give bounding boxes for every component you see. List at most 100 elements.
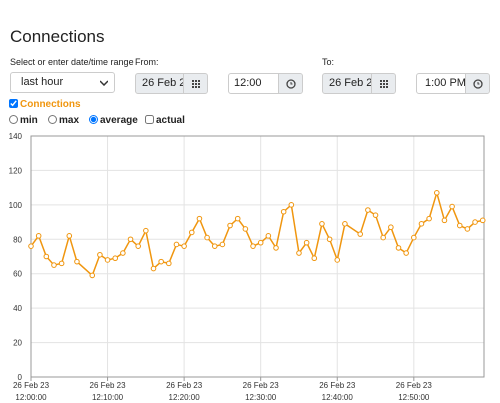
point bbox=[388, 224, 394, 231]
point bbox=[357, 231, 364, 237]
point bbox=[280, 208, 287, 215]
calendar-button[interactable] bbox=[183, 74, 207, 93]
clock-button[interactable] bbox=[465, 74, 489, 93]
point bbox=[112, 255, 119, 262]
point bbox=[365, 207, 371, 213]
point bbox=[188, 229, 195, 236]
series-toggle[interactable]: Connections bbox=[9, 99, 81, 110]
y-tick-label: 120 bbox=[9, 166, 23, 175]
from-time[interactable]: 12:00 PM bbox=[228, 73, 303, 94]
point bbox=[426, 215, 432, 222]
checkbox[interactable] bbox=[9, 99, 18, 108]
calendar-button[interactable] bbox=[371, 74, 395, 93]
x-tick-label: 26 Feb 23 12:10:00 bbox=[90, 381, 127, 402]
point bbox=[181, 243, 187, 249]
y-tick-label: 60 bbox=[13, 270, 22, 279]
option-text: max bbox=[59, 115, 80, 126]
point bbox=[166, 260, 172, 267]
point bbox=[418, 220, 425, 227]
to-date-text: 26 Feb 2 bbox=[329, 77, 373, 89]
point bbox=[433, 190, 440, 196]
option[interactable]: min bbox=[9, 115, 38, 126]
to-time[interactable]: 1:00 PM bbox=[416, 73, 490, 94]
plot-border bbox=[30, 135, 485, 378]
point bbox=[35, 233, 42, 239]
point bbox=[143, 227, 149, 234]
point bbox=[372, 212, 379, 218]
title: Connections bbox=[10, 27, 105, 46]
point bbox=[411, 234, 417, 241]
chart: 0 20 40 60 80 100 120 140 26 Feb 23 12:00:00 26 Fe… bbox=[9, 132, 486, 402]
point bbox=[196, 215, 203, 222]
option-text: actual bbox=[156, 115, 185, 126]
point bbox=[66, 233, 73, 239]
point bbox=[456, 222, 463, 229]
point bbox=[204, 234, 210, 241]
point bbox=[265, 233, 272, 239]
point bbox=[150, 265, 157, 272]
radio[interactable] bbox=[48, 115, 57, 124]
point bbox=[135, 243, 141, 249]
point bbox=[28, 243, 34, 249]
option[interactable]: average bbox=[89, 115, 138, 126]
from-date[interactable]: 26 Feb 2 bbox=[135, 73, 208, 94]
point bbox=[173, 241, 180, 248]
point bbox=[104, 257, 111, 263]
from-time-text: 12:00 PM bbox=[234, 77, 262, 89]
x-tick-label: 26 Feb 23 12:20:00 bbox=[166, 381, 203, 402]
clock-icon bbox=[286, 79, 296, 89]
to-date[interactable]: 26 Feb 2 bbox=[322, 73, 396, 94]
point bbox=[127, 236, 134, 243]
option[interactable]: actual bbox=[145, 115, 185, 126]
point bbox=[273, 245, 279, 251]
radio[interactable] bbox=[9, 115, 18, 124]
line bbox=[30, 190, 483, 277]
range-select[interactable]: last hour bbox=[10, 72, 115, 93]
range-label: Select or enter date/time range bbox=[10, 57, 134, 67]
point bbox=[219, 241, 226, 248]
y-tick-label: 140 bbox=[9, 132, 23, 141]
x-tick-label: 26 Feb 23 12:50:00 bbox=[396, 381, 433, 402]
point bbox=[395, 245, 402, 251]
point bbox=[51, 262, 57, 268]
x-tick-label: 26 Feb 23 12:40:00 bbox=[319, 381, 356, 402]
point bbox=[257, 239, 264, 246]
select-text: last hour bbox=[21, 76, 64, 88]
point bbox=[403, 250, 409, 256]
clock-icon bbox=[473, 79, 483, 89]
point bbox=[43, 253, 50, 260]
point bbox=[464, 226, 471, 232]
x-tick-label: 26 Feb 23 12:30:00 bbox=[243, 381, 280, 402]
option-text: min bbox=[20, 115, 38, 126]
y-tick-label: 40 bbox=[13, 304, 22, 313]
point bbox=[227, 222, 233, 229]
y-tick-label: 80 bbox=[13, 235, 22, 244]
chevron bbox=[100, 80, 108, 86]
point bbox=[472, 219, 478, 225]
point bbox=[296, 250, 302, 256]
y-tick-label: 20 bbox=[13, 339, 22, 348]
from-date-text: 26 Feb 2 bbox=[142, 77, 186, 89]
checkbox[interactable] bbox=[145, 115, 154, 124]
y-tick-label: 100 bbox=[9, 201, 23, 210]
point bbox=[449, 203, 455, 210]
point bbox=[89, 272, 96, 279]
point bbox=[58, 260, 65, 267]
from-label: From: bbox=[135, 57, 159, 67]
point bbox=[479, 217, 486, 224]
point bbox=[380, 234, 386, 241]
toggle-text: Connections bbox=[20, 99, 81, 110]
calendar-icon bbox=[192, 80, 200, 88]
clock-button[interactable] bbox=[278, 74, 302, 93]
point bbox=[319, 220, 325, 227]
point bbox=[211, 243, 218, 249]
point bbox=[303, 239, 310, 246]
point bbox=[441, 217, 448, 224]
option-text: average bbox=[100, 115, 138, 126]
radio[interactable] bbox=[89, 115, 98, 124]
point bbox=[250, 243, 256, 249]
point bbox=[158, 258, 164, 265]
option[interactable]: max bbox=[48, 115, 79, 126]
point bbox=[242, 226, 249, 232]
